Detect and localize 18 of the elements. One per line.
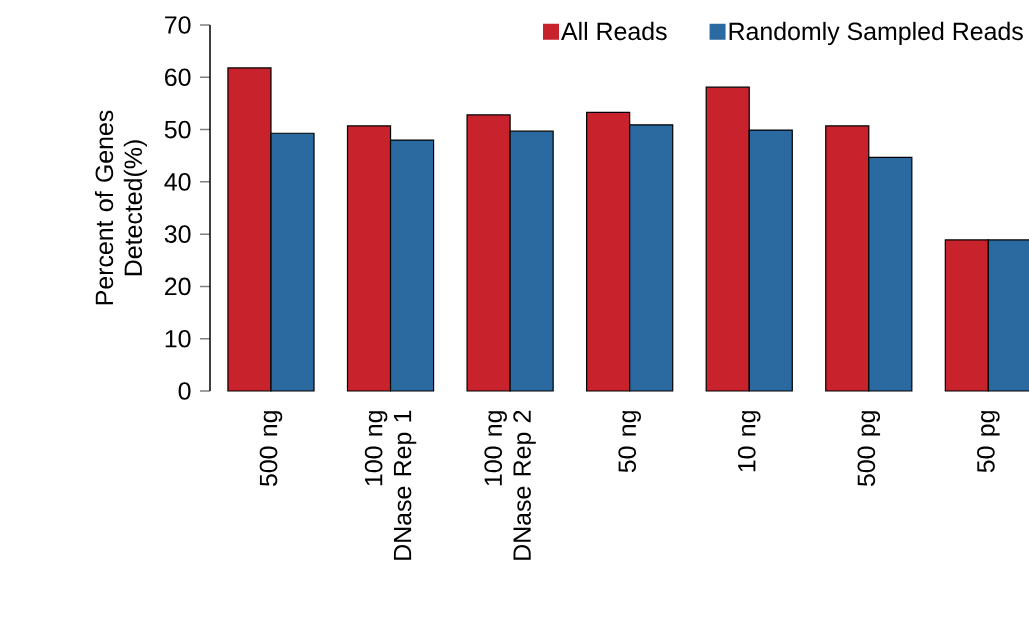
x-tick-label: 50 ng — [618, 411, 641, 473]
y-tick-label: 60 — [165, 68, 191, 87]
x-tick-label: 100 ng DNase Rep 1 — [364, 410, 417, 560]
y-axis-title: Percent of Genes Detected(%) — [94, 110, 147, 305]
y-tick-label: 0 — [178, 382, 191, 400]
x-tick-label: 100 ng DNase Rep 2 — [484, 410, 536, 560]
x-tick-label: 500 pg — [857, 411, 881, 487]
y-tick-label: 20 — [165, 277, 191, 296]
y-tick-label: 50 — [164, 120, 191, 139]
y-tick-label: 10 — [165, 329, 191, 348]
y-tick-label: 40 — [164, 173, 191, 191]
x-tick-label: 50 pg — [977, 411, 1000, 473]
y-tick-label: 70 — [165, 16, 191, 34]
legend-label: Randomly Sampled Reads — [729, 21, 1023, 46]
x-tick-label: 10 ng — [737, 411, 761, 472]
x-tick-label: 500 ng — [259, 411, 283, 487]
y-tick-label: 30 — [164, 225, 191, 243]
legend-label: All Reads — [561, 21, 667, 41]
